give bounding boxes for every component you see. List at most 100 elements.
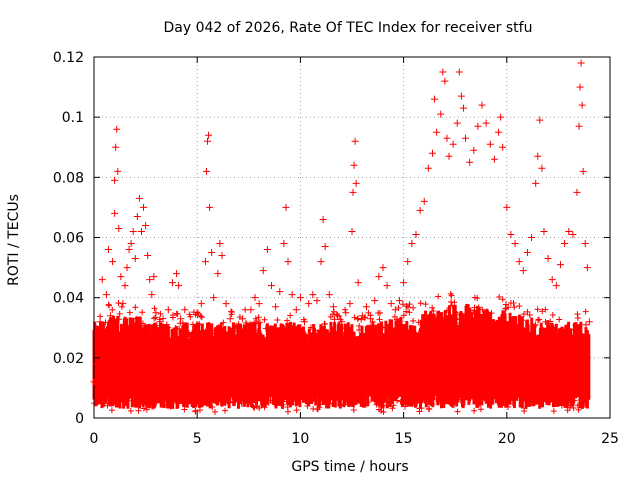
roti-band-point — [389, 381, 396, 388]
roti-band-point — [101, 375, 108, 382]
roti-band-point — [446, 322, 453, 329]
roti-point — [177, 315, 185, 323]
roti-band-point — [135, 407, 142, 414]
roti-band-point — [449, 302, 456, 309]
roti-band-point — [569, 368, 576, 375]
roti-band-point — [289, 332, 296, 339]
roti-band-point — [338, 351, 345, 358]
roti-band-point — [439, 327, 446, 334]
roti-point — [255, 300, 263, 308]
roti-point — [367, 315, 375, 323]
roti-point — [129, 227, 137, 235]
roti-band-point — [198, 314, 205, 321]
roti-point — [497, 113, 505, 121]
roti-band-point — [524, 356, 531, 363]
roti-band-point — [104, 355, 111, 362]
roti-band-point — [163, 321, 170, 328]
roti-band-point — [134, 357, 141, 364]
roti-band-point — [147, 394, 154, 401]
roti-band-point — [438, 379, 445, 386]
roti-band-point — [398, 367, 405, 374]
roti-band-point — [553, 391, 560, 398]
roti-band-point — [296, 334, 303, 341]
roti-band-point — [550, 408, 557, 415]
roti-band-point — [443, 380, 450, 387]
roti-band-point — [353, 364, 360, 371]
roti-band-point — [338, 325, 345, 332]
roti-band-point — [209, 385, 216, 392]
roti-band-point — [290, 372, 297, 379]
roti-band-point — [202, 357, 209, 364]
roti-band-point — [307, 324, 314, 331]
roti-band-point — [328, 339, 335, 346]
roti-point — [408, 240, 416, 248]
roti-band-point — [162, 376, 169, 383]
roti-point — [334, 312, 342, 320]
roti-band-point — [159, 351, 166, 358]
roti-band-point — [405, 344, 412, 351]
roti-point — [168, 279, 176, 287]
roti-band-point — [381, 348, 388, 355]
roti-band-point — [511, 304, 518, 311]
roti-band-point — [150, 362, 157, 369]
roti-band-point — [430, 308, 437, 315]
roti-band-point — [222, 386, 229, 393]
roti-band-point — [534, 306, 541, 313]
roti-band-point — [516, 382, 523, 389]
roti-band-point — [516, 362, 523, 369]
roti-band-point — [92, 382, 99, 389]
roti-point — [201, 258, 209, 266]
roti-band-point — [439, 378, 446, 385]
roti-band-point — [109, 306, 116, 313]
roti-band-point — [190, 309, 197, 316]
roti-band-point — [166, 344, 173, 351]
roti-band-point — [251, 378, 258, 385]
roti-band-point — [451, 397, 458, 404]
roti-band-point — [125, 343, 132, 350]
roti-band-point — [434, 320, 441, 327]
roti-band-point — [233, 323, 240, 330]
roti-band-point — [277, 400, 284, 407]
roti-band-point — [163, 385, 170, 392]
roti-point — [350, 161, 358, 169]
roti-point — [272, 303, 280, 311]
roti-band-point — [425, 405, 432, 412]
roti-band-point — [499, 311, 506, 318]
roti-band-point — [415, 380, 422, 387]
roti-band-point — [530, 398, 537, 405]
roti-point — [150, 273, 158, 281]
roti-band-point — [170, 369, 177, 376]
roti-band-point — [219, 366, 226, 373]
roti-point — [428, 149, 436, 157]
roti-band-point — [102, 351, 109, 358]
roti-band-point — [128, 397, 135, 404]
roti-band-point — [565, 364, 572, 371]
roti-band-point — [109, 360, 116, 367]
roti-band-point — [485, 361, 492, 368]
roti-band-point — [421, 352, 428, 359]
roti-band-point — [157, 310, 164, 317]
roti-band-point — [555, 336, 562, 343]
roti-band-point — [437, 315, 444, 322]
roti-band-point — [513, 390, 520, 397]
roti-band-point — [291, 323, 298, 330]
roti-band-point — [552, 357, 559, 364]
roti-band-point — [312, 339, 319, 346]
roti-point — [352, 179, 360, 187]
roti-point — [462, 134, 470, 142]
roti-band-point — [303, 332, 310, 339]
roti-band-point — [272, 366, 279, 373]
roti-band-point — [493, 320, 500, 327]
roti-band-point — [447, 290, 454, 297]
data-points — [90, 59, 593, 386]
roti-band-point — [128, 329, 135, 336]
roti-band-point — [296, 367, 303, 374]
roti-band-point — [440, 336, 447, 343]
roti-band-point — [287, 312, 294, 319]
roti-band-point — [572, 322, 579, 329]
roti-band-point — [389, 335, 396, 342]
x-tick-label: 0 — [90, 431, 99, 447]
roti-band-point — [322, 320, 329, 327]
roti-band-point — [575, 406, 582, 413]
roti-band-point — [495, 349, 502, 356]
